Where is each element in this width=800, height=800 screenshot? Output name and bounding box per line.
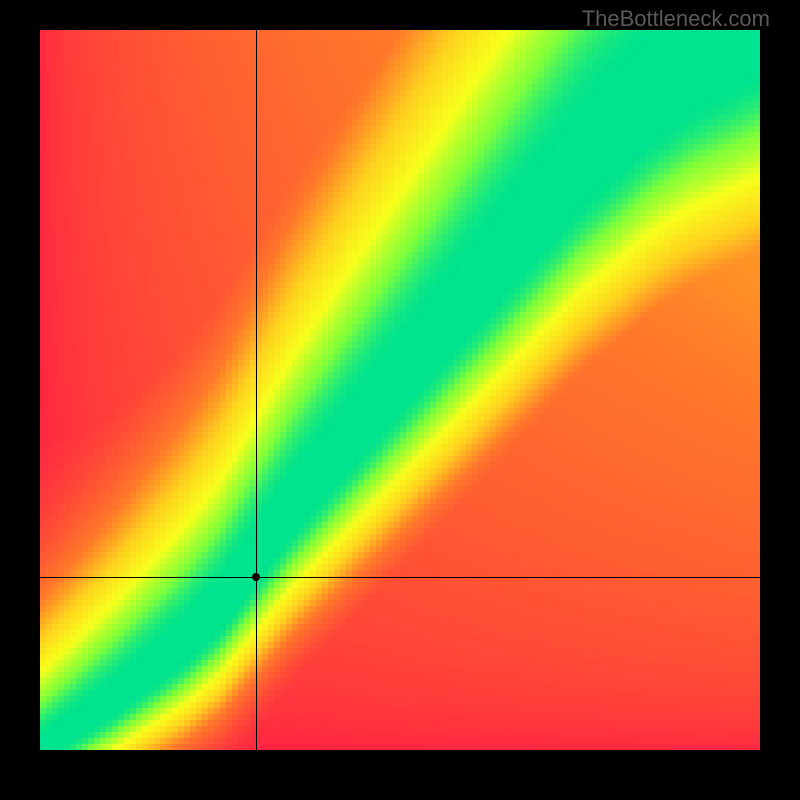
heatmap-plot-area [40, 30, 760, 750]
selected-data-point [252, 573, 260, 581]
watermark-label: TheBottleneck.com [582, 6, 770, 32]
crosshair-vertical-line [256, 30, 257, 750]
bottleneck-heatmap [40, 30, 760, 750]
crosshair-horizontal-line [40, 577, 760, 578]
